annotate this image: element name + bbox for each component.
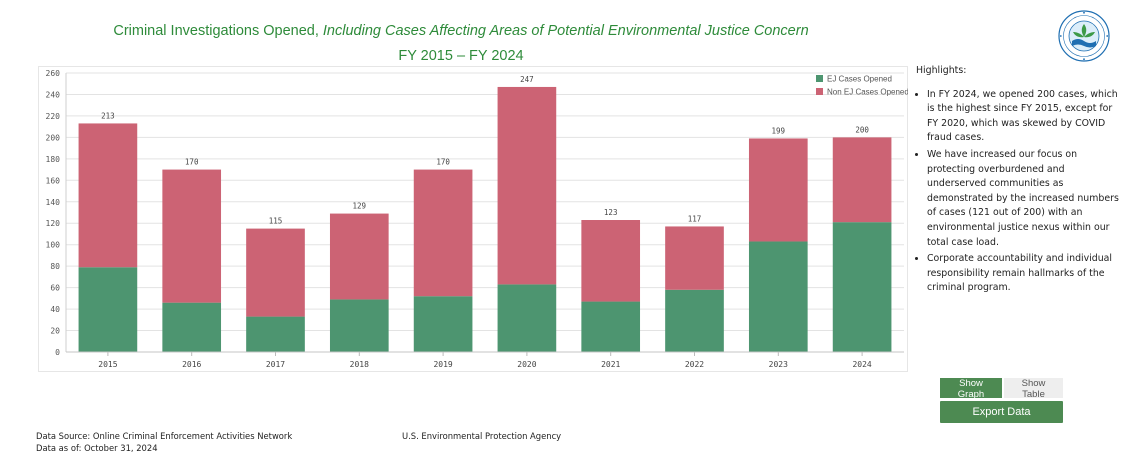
- x-tick-label: 2018: [350, 360, 369, 369]
- x-tick-label: 2016: [182, 360, 201, 369]
- highlight-item: We have increased our focus on protectin…: [927, 148, 1120, 250]
- bar-ej: [329, 299, 389, 352]
- x-tick-label: 2023: [769, 360, 788, 369]
- total-data-label: 170: [185, 158, 199, 167]
- data-date-note: Data as of: October 31, 2024: [36, 443, 158, 453]
- total-data-label: 200: [855, 125, 869, 134]
- data-source-note: Data Source: Online Criminal Enforcement…: [36, 431, 293, 441]
- view-toggle: Show Graph Show Table: [940, 378, 1063, 400]
- y-tick-label: 160: [46, 176, 61, 185]
- x-tick-label: 2024: [852, 360, 871, 369]
- total-data-label: 199: [772, 126, 786, 135]
- y-tick-label: 20: [50, 327, 60, 336]
- bar-ej: [665, 289, 724, 352]
- y-tick-label: 40: [50, 305, 60, 314]
- bar-non-ej: [162, 169, 222, 303]
- bar-ej: [162, 302, 222, 352]
- export-data-button[interactable]: Export Data: [940, 401, 1063, 423]
- total-data-label: 123: [604, 208, 618, 217]
- y-tick-label: 140: [46, 198, 61, 207]
- bar-non-ej: [832, 137, 892, 223]
- total-data-label: 213: [101, 111, 115, 120]
- x-tick-label: 2020: [517, 360, 536, 369]
- chart-subtitle: FY 2015 – FY 2024: [398, 48, 524, 64]
- total-data-label: 117: [688, 214, 702, 223]
- bar-non-ej: [581, 220, 641, 302]
- y-tick-label: 120: [46, 219, 61, 228]
- stacked-bar-chart: 0 20 40 60 80 100 120 140 160 180 200 220 240 260 213 2…: [46, 69, 908, 369]
- y-tick-label: 240: [46, 90, 61, 99]
- highlight-item: In FY 2024, we opened 200 cases, which i…: [927, 88, 1120, 146]
- bar-ej: [497, 284, 557, 352]
- bar-ej: [78, 267, 138, 352]
- legend-swatch-ej: [816, 75, 823, 82]
- total-data-label: 170: [436, 158, 450, 167]
- y-tick-label: 220: [46, 112, 61, 121]
- show-table-button[interactable]: Show Table: [1004, 378, 1063, 400]
- bar-non-ej: [329, 213, 389, 300]
- show-graph-button[interactable]: Show Graph: [940, 378, 1002, 400]
- bar-non-ej: [246, 228, 305, 317]
- x-tick-label: 2017: [266, 360, 285, 369]
- y-tick-label: 260: [46, 69, 61, 78]
- bar-non-ej: [665, 226, 724, 290]
- y-tick-label: 200: [46, 133, 61, 142]
- chart-frame: [38, 66, 908, 372]
- highlights-title: Highlights:: [916, 65, 967, 76]
- highlights-list: In FY 2024, we opened 200 cases, which i…: [916, 88, 1120, 296]
- chart-title-main: Criminal Investigations Opened,: [113, 23, 323, 39]
- chart-title-italic: Including Cases Affecting Areas of Poten…: [322, 23, 809, 39]
- bar-non-ej: [78, 123, 138, 268]
- bar-ej: [832, 222, 892, 352]
- bar-ej: [581, 301, 641, 352]
- y-tick-label: 180: [46, 155, 61, 164]
- bar-ej: [413, 296, 473, 352]
- agency-name: U.S. Environmental Protection Agency: [402, 431, 562, 441]
- x-tick-label: 2015: [98, 360, 117, 369]
- y-tick-label: 80: [50, 262, 60, 271]
- epa-seal-icon: [1058, 10, 1110, 62]
- bar-ej: [748, 241, 808, 352]
- total-data-label: 129: [353, 202, 367, 211]
- x-tick-label: 2019: [433, 360, 452, 369]
- y-tick-label: 0: [55, 348, 60, 357]
- legend-label-non-ej: Non EJ Cases Opened: [827, 88, 908, 97]
- bar-non-ej: [748, 138, 808, 242]
- highlight-item: Corporate accountability and individual …: [927, 252, 1120, 296]
- y-tick-label: 100: [46, 241, 61, 250]
- legend-label-ej: EJ Cases Opened: [827, 75, 892, 84]
- bar-non-ej: [413, 169, 473, 297]
- highlights-panel: Highlights: In FY 2024, we opened 200 ca…: [916, 64, 1120, 298]
- y-tick-label: 60: [50, 284, 60, 293]
- bar-non-ej: [497, 86, 557, 285]
- bar-ej: [246, 316, 305, 352]
- total-data-label: 115: [269, 217, 283, 226]
- legend-swatch-non-ej: [816, 88, 823, 95]
- x-tick-label: 2021: [601, 360, 620, 369]
- x-tick-label: 2022: [685, 360, 704, 369]
- total-data-label: 247: [520, 75, 534, 84]
- chart-title: Criminal Investigations Opened, Includin…: [0, 23, 922, 39]
